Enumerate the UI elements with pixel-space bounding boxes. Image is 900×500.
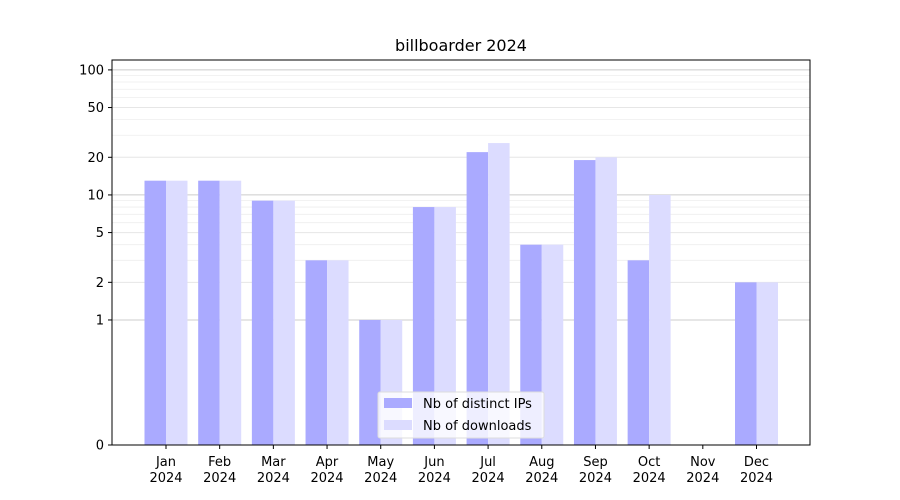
y-tick-label: 1 (96, 313, 104, 328)
x-tick-label-year: 2024 (418, 471, 451, 486)
legend-swatch-ips (384, 398, 412, 408)
y-tick-label: 0 (96, 439, 104, 454)
x-tick-label-month: Apr (316, 455, 339, 470)
bar-downloads (756, 282, 778, 445)
bar-distinct-ips (144, 180, 166, 445)
x-tick-label-month: Nov (690, 455, 716, 470)
x-tick-label-year: 2024 (472, 471, 505, 486)
y-tick-label: 5 (96, 226, 104, 241)
x-tick-label-year: 2024 (364, 471, 397, 486)
bar-downloads (327, 260, 349, 445)
bar-downloads (219, 180, 242, 445)
x-tick-label-month: Aug (529, 455, 554, 470)
x-tick-label-year: 2024 (686, 471, 719, 486)
y-tick-label: 2 (96, 276, 104, 291)
y-tick-label: 10 (87, 188, 104, 203)
x-tick-label-year: 2024 (525, 471, 558, 486)
y-tick-label: 50 (87, 101, 104, 116)
x-tick-label-year: 2024 (633, 471, 666, 486)
x-axis: Jan2024Feb2024Mar2024Apr2024May2024Jun20… (149, 445, 773, 486)
x-tick-label-year: 2024 (203, 471, 236, 486)
x-tick-label-year: 2024 (579, 471, 612, 486)
bar-downloads (273, 200, 295, 445)
y-tick-label: 100 (79, 63, 104, 78)
x-tick-label-month: Dec (744, 455, 769, 470)
x-tick-label-month: May (367, 455, 394, 470)
bar-distinct-ips (198, 180, 220, 445)
bar-distinct-ips (627, 260, 650, 445)
bar-downloads (488, 143, 510, 445)
x-tick-label-month: Jul (479, 455, 496, 470)
bar-distinct-ips (573, 160, 596, 445)
bar-downloads (541, 244, 564, 445)
x-tick-label-month: Oct (638, 455, 660, 470)
bar-distinct-ips (735, 282, 757, 445)
x-tick-label-year: 2024 (740, 471, 773, 486)
chart-title: billboarder 2024 (395, 36, 527, 55)
plot-frame (111, 59, 811, 446)
x-tick-label-year: 2024 (310, 471, 343, 486)
bar-downloads (595, 157, 617, 445)
bar-distinct-ips (412, 207, 435, 445)
y-axis: 0 1 2 5 10 20 50 100 (79, 63, 112, 454)
x-tick-label-month: Jun (423, 455, 444, 470)
x-tick-label-year: 2024 (149, 471, 182, 486)
legend: Nb of distinct IPs Nb of downloads (377, 391, 545, 439)
bars (144, 143, 778, 445)
x-tick-label-year: 2024 (257, 471, 290, 486)
x-tick-label-month: Feb (208, 455, 231, 470)
bar-downloads (649, 194, 671, 445)
bar-downloads (434, 207, 456, 445)
bar-downloads (166, 180, 188, 445)
x-tick-label-month: Sep (583, 455, 608, 470)
x-tick-label-month: Jan (155, 455, 176, 470)
legend-label-ips: Nb of distinct IPs (423, 397, 532, 412)
x-tick-label-month: Mar (261, 455, 286, 470)
bar-distinct-ips (251, 200, 274, 445)
bar-distinct-ips (305, 260, 328, 445)
bar-distinct-ips (466, 152, 489, 445)
legend-label-downloads: Nb of downloads (423, 419, 532, 434)
bar-distinct-ips (359, 319, 381, 445)
y-tick-label: 20 (87, 151, 104, 166)
legend-swatch-downloads (384, 420, 412, 430)
legend-box (377, 391, 545, 439)
